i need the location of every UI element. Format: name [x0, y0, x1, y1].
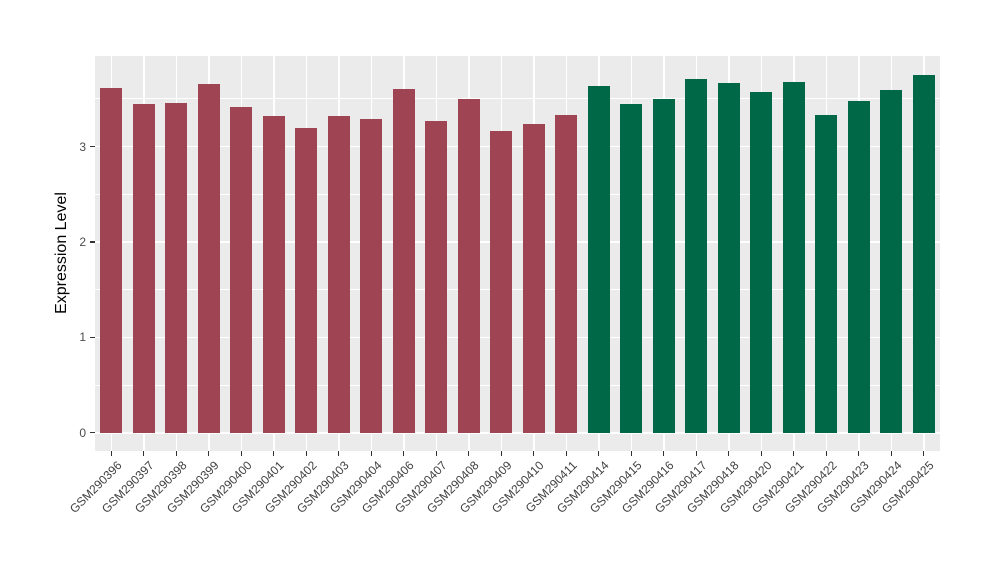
x-tick-mark-GSM290407: [435, 451, 437, 456]
x-tick-mark-GSM290396: [110, 451, 112, 456]
x-tick-mark-GSM290402: [305, 451, 307, 456]
minor-gridline-y-3.5: [95, 98, 940, 100]
bar-GSM290403: [327, 116, 350, 433]
x-tick-mark-GSM290422: [825, 451, 827, 456]
bar-GSM290410: [522, 123, 545, 433]
bar-GSM290408: [457, 98, 480, 433]
bar-GSM290399: [197, 83, 220, 433]
minor-gridline-y-1.5: [95, 289, 940, 291]
y-tick-label-1: 1: [79, 330, 86, 345]
y-tick-label-3: 3: [79, 139, 86, 154]
x-tick-mark-GSM290414: [598, 451, 600, 456]
bar-GSM290415: [620, 103, 643, 433]
bar-GSM290409: [490, 131, 513, 433]
x-tick-mark-GSM290403: [338, 451, 340, 456]
x-tick-mark-GSM290425: [923, 451, 925, 456]
x-tick-mark-GSM290415: [630, 451, 632, 456]
x-tick-mark-GSM290417: [695, 451, 697, 456]
bar-GSM290398: [165, 102, 188, 433]
major-gridline-y-1: [95, 336, 940, 339]
x-tick-mark-GSM290400: [240, 451, 242, 456]
x-tick-mark-GSM290421: [793, 451, 795, 456]
x-tick-mark-GSM290418: [728, 451, 730, 456]
x-tick-mark-GSM290411: [565, 451, 567, 456]
x-tick-mark-GSM290397: [143, 451, 145, 456]
bar-GSM290397: [132, 103, 155, 433]
minor-gridline-y-0.5: [95, 384, 940, 386]
plot-panel: [95, 56, 940, 451]
bar-GSM290400: [230, 106, 253, 433]
x-tick-mark-GSM290409: [500, 451, 502, 456]
bar-GSM290424: [880, 90, 903, 433]
y-tick-mark-0: [90, 432, 95, 434]
bar-GSM290406: [392, 89, 415, 433]
y-axis-title: Expression Level: [53, 192, 70, 314]
y-tick-label-0: 0: [79, 425, 86, 440]
bar-GSM290401: [262, 116, 285, 433]
bar-GSM290402: [295, 127, 318, 433]
x-tick-mark-GSM290398: [175, 451, 177, 456]
major-gridline-y-0: [95, 432, 940, 434]
bar-GSM290411: [555, 115, 578, 433]
x-tick-mark-GSM290399: [208, 451, 210, 456]
bar-GSM290421: [782, 81, 805, 433]
y-tick-mark-3: [90, 146, 95, 148]
y-tick-label-2: 2: [79, 235, 86, 250]
x-tick-mark-GSM290408: [468, 451, 470, 456]
x-tick-mark-GSM290423: [858, 451, 860, 456]
x-tick-mark-GSM290424: [890, 451, 892, 456]
x-tick-mark-GSM290401: [273, 451, 275, 456]
minor-gridline-y-2.5: [95, 193, 940, 195]
x-tick-mark-GSM290420: [760, 451, 762, 456]
bar-GSM290414: [587, 85, 610, 433]
bar-GSM290418: [717, 82, 740, 433]
x-tick-mark-GSM290410: [533, 451, 535, 456]
x-tick-mark-GSM290416: [663, 451, 665, 456]
y-tick-mark-1: [90, 336, 95, 339]
bar-GSM290407: [425, 120, 448, 433]
bar-GSM290396: [100, 88, 123, 433]
bar-GSM290420: [750, 92, 773, 433]
y-tick-mark-2: [90, 241, 95, 243]
bar-GSM290416: [652, 98, 675, 433]
x-tick-mark-GSM290404: [370, 451, 372, 456]
bar-GSM290425: [912, 75, 935, 433]
bar-GSM290404: [360, 118, 383, 433]
bar-GSM290422: [815, 115, 838, 433]
bar-GSM290417: [685, 78, 708, 433]
major-gridline-y-3: [95, 145, 940, 148]
major-gridline-y-2: [95, 241, 940, 243]
bar-GSM290423: [847, 100, 870, 433]
x-tick-mark-GSM290406: [403, 451, 405, 456]
